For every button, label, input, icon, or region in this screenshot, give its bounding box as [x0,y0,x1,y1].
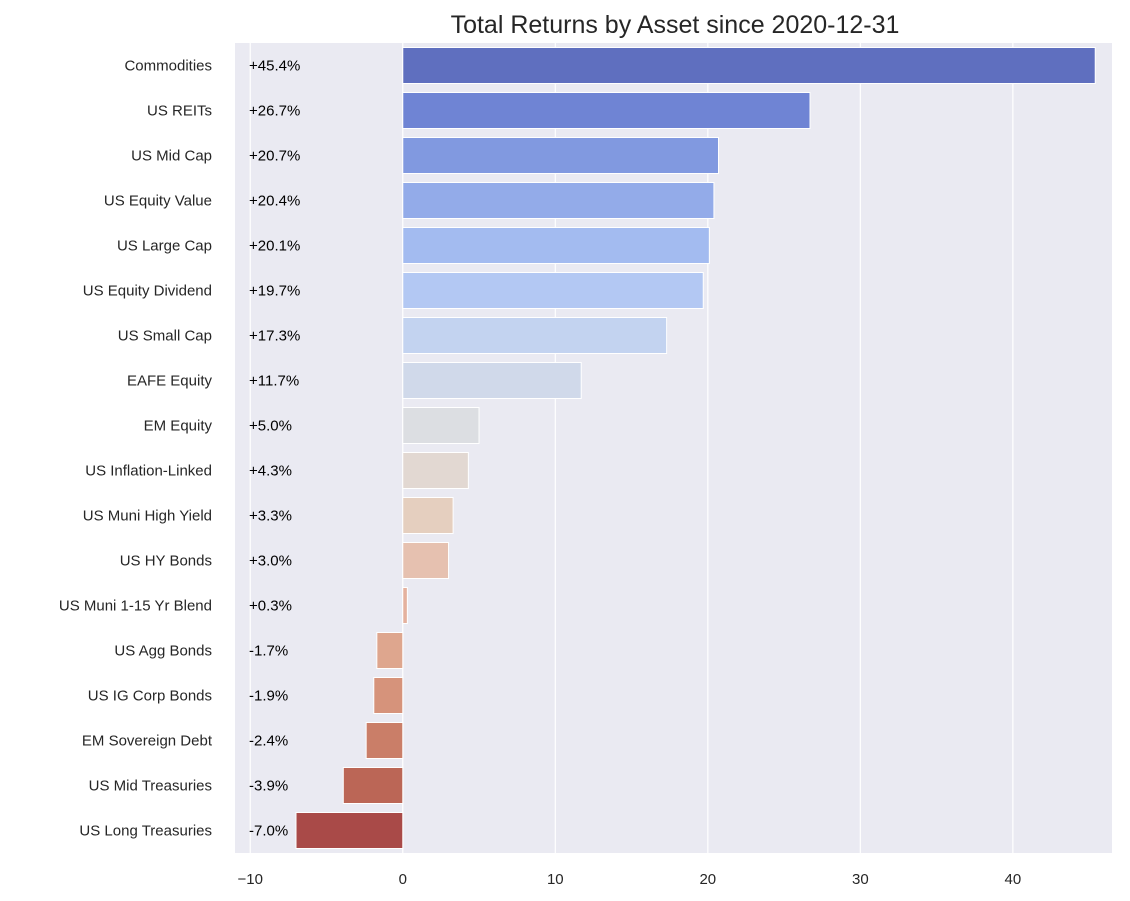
category-label: US Small Cap [118,328,212,345]
value-label: +45.4% [249,58,300,75]
bar [402,47,1096,84]
x-tick-label: 0 [399,871,407,888]
category-label: EM Equity [144,418,213,435]
bar [402,497,454,534]
value-label: +19.7% [249,283,300,300]
bar [402,137,719,174]
bar [373,677,404,714]
category-label: US IG Corp Bonds [88,688,212,705]
value-label: +20.7% [249,148,300,165]
x-axis-ticks: −10 0 10 20 30 40 [238,871,1022,888]
chart-title: Total Returns by Asset since 2020-12-31 [451,11,900,39]
category-label: US HY Bonds [120,553,212,570]
category-label: US Inflation-Linked [85,463,212,480]
grid-lines [249,43,1014,853]
bar [402,182,715,219]
value-label: -1.9% [249,688,288,705]
category-label: US Mid Treasuries [89,778,212,795]
x-tick-label: 20 [699,871,716,888]
category-label: US REITs [147,103,212,120]
category-label: US Large Cap [117,238,212,255]
value-label: +3.0% [249,553,292,570]
value-label: -3.9% [249,778,288,795]
x-tick-label: 10 [547,871,564,888]
x-tick-label: 40 [1005,871,1022,888]
value-label: +26.7% [249,103,300,120]
category-label: EAFE Equity [127,373,213,390]
bar [402,272,704,309]
value-label: -7.0% [249,823,288,840]
category-label: US Muni 1-15 Yr Blend [59,598,212,615]
bar [402,542,450,579]
bar [402,407,480,444]
value-label: -2.4% [249,733,288,750]
value-label: +17.3% [249,328,300,345]
value-label: +4.3% [249,463,292,480]
category-label: US Long Treasuries [79,823,212,840]
category-label: EM Sovereign Debt [82,733,213,750]
value-label: +5.0% [249,418,292,435]
bar [402,362,582,399]
x-tick-label: −10 [238,871,263,888]
value-label: +11.7% [249,373,299,390]
bar [365,722,404,759]
bar [295,812,404,849]
category-label: Commodities [124,58,212,75]
category-label: US Mid Cap [131,148,212,165]
value-labels: +45.4% +26.7% +20.7% +20.4% +20.1% +19.7% +17.… [249,58,300,840]
category-label: US Muni High Yield [83,508,212,525]
category-label: US Equity Dividend [83,283,212,300]
value-label: +20.4% [249,193,300,210]
category-label: US Equity Value [104,193,212,210]
value-label: -1.7% [249,643,288,660]
category-label: US Agg Bonds [114,643,212,660]
bar [402,227,710,264]
bar [402,92,811,129]
bar [402,587,408,624]
bar [402,452,469,489]
value-label: +0.3% [249,598,292,615]
value-label: +20.1% [249,238,300,255]
x-tick-label: 30 [852,871,869,888]
bar [376,632,404,669]
value-label: +3.3% [249,508,292,525]
category-labels: Commodities US REITs US Mid Cap US Equity V… [59,58,213,840]
plot-area [235,43,1112,853]
bar [342,767,404,804]
bars [295,47,1096,849]
bar [402,317,668,354]
